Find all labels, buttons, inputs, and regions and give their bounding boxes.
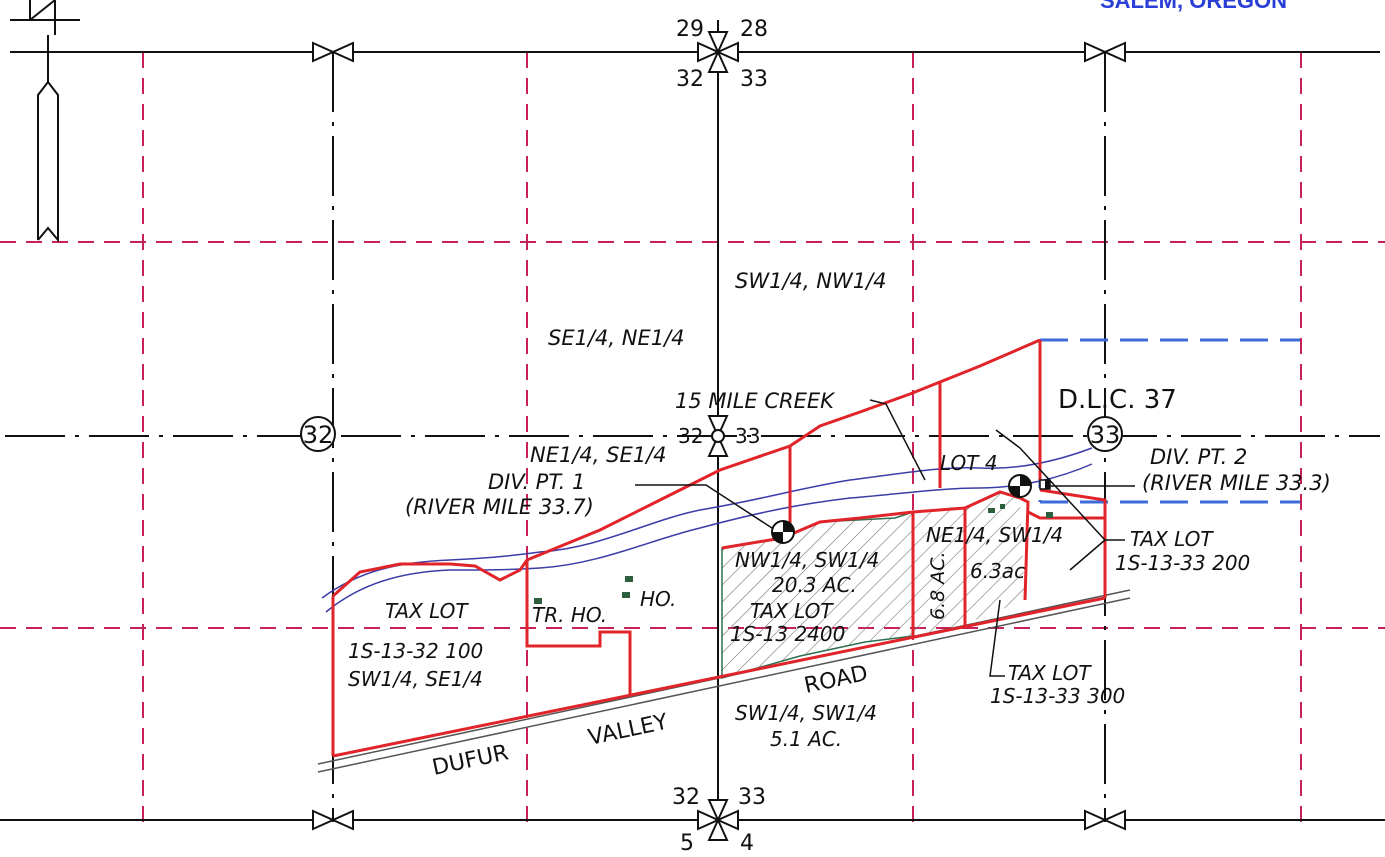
label-tax-lot-200-b: 1S-13-33 200 <box>1115 551 1250 575</box>
label-tax-lot-200-a: TAX LOT <box>1130 527 1214 551</box>
section-number-left: 32 <box>300 416 336 452</box>
label-river-mile-2: (RIVER MILE 33.3) <box>1142 471 1331 495</box>
diversion-point-icon <box>771 520 795 544</box>
label-div-pt-1: DIV. PT. 1 <box>488 470 585 494</box>
section-number-text: 32 <box>303 421 334 449</box>
label-ne-se: NE1/4, SE1/4 <box>530 443 667 467</box>
label-sw-sw: SW1/4, SW1/4 <box>735 701 877 725</box>
label-sw-se: SW1/4, SE1/4 <box>348 667 483 691</box>
section-number-text: 33 <box>1090 421 1121 449</box>
map-labels: SW1/4, NW1/4 SE1/4, NE1/4 15 MILE CREEK … <box>348 269 1331 781</box>
corner-numbers: 29 28 32 33 32 33 32 33 5 4 <box>672 17 768 856</box>
label-ho: HO. <box>640 587 676 611</box>
location-header: SALEM, OREGON <box>1100 0 1287 13</box>
label-nw-sw: NW1/4, SW1/4 <box>735 548 879 572</box>
corner-num: 32 <box>672 785 700 810</box>
corner-num: 4 <box>740 831 754 856</box>
label-creek: 15 MILE CREEK <box>675 389 836 413</box>
label-tax-lot-2400-b: 1S-13 2400 <box>730 622 845 646</box>
corner-num: 32 <box>676 67 704 92</box>
creek <box>321 447 1093 613</box>
label-se-ne: SE1/4, NE1/4 <box>548 326 685 350</box>
diversion-point-icon <box>1008 474 1051 498</box>
label-div-pt-2: DIV. PT. 2 <box>1150 445 1247 469</box>
corner-num: 5 <box>680 831 694 856</box>
north-arrow-icon <box>10 0 80 243</box>
label-acres-6-3: 6.3ac <box>970 559 1025 583</box>
quarter-grid <box>0 52 1385 822</box>
corner-num: 33 <box>740 67 768 92</box>
label-tax-lot-300-a: TAX LOT <box>1008 661 1092 685</box>
label-road-valley: VALLEY <box>586 710 671 751</box>
label-tax-lot-100-b: 1S-13-32 100 <box>348 639 483 663</box>
tax-lot-300-hatch <box>965 492 1025 624</box>
label-acres-6-8: 6.8 AC. <box>927 551 949 620</box>
corner-num: 29 <box>676 17 704 42</box>
corner-num: 32 <box>678 424 703 448</box>
corner-num: 33 <box>735 424 760 448</box>
section-number-right: 33 <box>1087 416 1123 452</box>
label-tax-lot-300-b: 1S-13-33 300 <box>990 684 1125 708</box>
acres-6-8-hatch <box>913 508 965 636</box>
label-acres-20-3: 20.3 AC. <box>772 573 857 597</box>
label-tax-lot-100-a: TAX LOT <box>385 599 469 623</box>
label-road-dufur: DUFUR <box>430 740 511 780</box>
label-lot-4: LOT 4 <box>940 451 998 475</box>
label-ne-sw: NE1/4, SW1/4 <box>926 523 1063 547</box>
structure-icon <box>534 504 1053 604</box>
label-sw-nw: SW1/4, NW1/4 <box>735 269 887 293</box>
label-tr-ho: TR. HO. <box>532 603 607 627</box>
corner-num: 28 <box>740 17 768 42</box>
leader-lines <box>635 399 1135 677</box>
label-river-mile-1: (RIVER MILE 33.7) <box>405 495 594 519</box>
label-acres-5-1: 5.1 AC. <box>770 727 842 751</box>
label-dlc: D.L.C. 37 <box>1058 385 1177 415</box>
corner-num: 33 <box>738 785 766 810</box>
label-tax-lot-2400-a: TAX LOT <box>750 599 834 623</box>
section-corner-icon <box>312 31 1126 841</box>
tax-lot-boundaries <box>331 338 1107 758</box>
